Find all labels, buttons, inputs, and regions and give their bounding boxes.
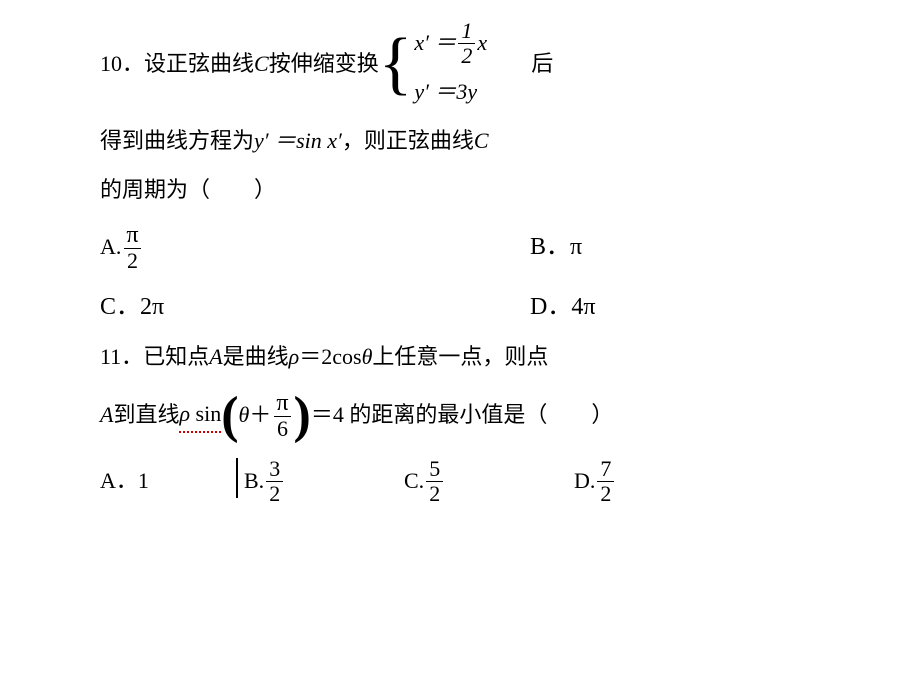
right-paren-icon: ) bbox=[294, 395, 311, 437]
q10-optA-den: 2 bbox=[124, 248, 141, 272]
left-paren-icon: ( bbox=[221, 395, 238, 437]
q11-paren-den: 6 bbox=[274, 416, 291, 440]
q10-options-row1: A. π 2 B．π bbox=[100, 223, 860, 272]
q11-optB-label: B. bbox=[244, 466, 264, 497]
q11-line2-sin: sin bbox=[196, 401, 222, 426]
q10-line1: 10． 设正弦曲线 C 按伸缩变换 { x′ ＝ 1 2 x y′ ＝3y 后 bbox=[100, 20, 860, 108]
q11-line2: A 到直线 ρ sin ( θ ＋ π 6 ) ＝4 的距离的最小值是（ ） bbox=[100, 391, 860, 440]
q11-number: 11． bbox=[100, 342, 143, 373]
q11-optD-num: 7 bbox=[597, 458, 614, 481]
q11-eq1: ＝2cos bbox=[299, 342, 361, 373]
q10-optD: D．4π bbox=[530, 284, 595, 330]
q10-optB: B．π bbox=[530, 223, 582, 272]
q10-optA-label: A. bbox=[100, 232, 121, 263]
q10-line3: 的周期为（ ） bbox=[100, 175, 860, 206]
q11-optC-num: 5 bbox=[426, 458, 443, 481]
q10-optA: A. π 2 bbox=[100, 223, 530, 272]
q11-optC: C. 5 2 bbox=[404, 458, 574, 505]
q11-optD-frac: 7 2 bbox=[597, 458, 614, 505]
q11-optB-frac: 3 2 bbox=[266, 458, 283, 505]
q11-optB-den: 2 bbox=[266, 481, 283, 505]
q10-brace: { x′ ＝ 1 2 x y′ ＝3y bbox=[379, 20, 487, 108]
q10-line2a: 得到曲线方程为 bbox=[100, 126, 254, 157]
q10-optA-num: π bbox=[123, 223, 141, 248]
q10-number: 10． bbox=[100, 49, 144, 80]
q10-text2: 按伸缩变换 bbox=[269, 49, 379, 80]
q11-text3: 上任意一点，则点 bbox=[372, 342, 548, 373]
q10-optB-text: B．π bbox=[530, 231, 582, 265]
q10-eq1-frac: 1 2 bbox=[458, 20, 475, 67]
q11-A: A bbox=[209, 342, 222, 373]
q10-eq1-lhs: x′ ＝ bbox=[414, 28, 456, 59]
q11-line2-eq4: ＝4 的距离的最小值是（ ） bbox=[311, 400, 614, 431]
q11-optB: B. 3 2 bbox=[244, 458, 404, 505]
q11-line2-rho: ρ bbox=[179, 401, 190, 426]
q10-optC: C．2π bbox=[100, 284, 530, 330]
q10-eq1-den: 2 bbox=[458, 43, 475, 67]
q11-optD-den: 2 bbox=[597, 481, 614, 505]
q11-rho: ρ bbox=[289, 342, 300, 373]
q11-paren-plus: ＋ bbox=[249, 400, 271, 431]
q11-optB-num: 3 bbox=[266, 458, 283, 481]
q10-optA-frac: π 2 bbox=[123, 223, 141, 272]
q11-optC-label: C. bbox=[404, 466, 424, 497]
q11-paren-num: π bbox=[273, 391, 291, 416]
q10-C: C bbox=[254, 49, 269, 80]
q10-line3-text: 的周期为（ ） bbox=[100, 175, 276, 206]
q10-eq1-num: 1 bbox=[458, 20, 475, 43]
q10-line2-C: C bbox=[474, 126, 489, 157]
q11-optD-label: D. bbox=[574, 466, 595, 497]
q11-line1: 11． 已知点 A 是曲线 ρ ＝2cos θ 上任意一点，则点 bbox=[100, 342, 860, 373]
q10-eq1-rhs: x bbox=[477, 28, 487, 59]
q11-options: A．1 B. 3 2 C. 5 2 D. 7 2 bbox=[100, 458, 860, 505]
q11-underline: ρ sin bbox=[179, 399, 221, 433]
q10-line2b: ，则正弦曲线 bbox=[342, 126, 474, 157]
left-brace-icon: { bbox=[379, 32, 413, 95]
q11-paren-frac: π 6 bbox=[273, 391, 291, 440]
q10-options-row2: C．2π D．4π bbox=[100, 284, 860, 330]
q10-text1: 设正弦曲线 bbox=[144, 49, 254, 80]
q11-text2: 是曲线 bbox=[223, 342, 289, 373]
q10-line2: 得到曲线方程为 y′ ＝sin x′ ，则正弦曲线 C bbox=[100, 126, 860, 157]
q11-theta: θ bbox=[362, 342, 373, 373]
q10-eq1: x′ ＝ 1 2 x bbox=[414, 20, 487, 67]
q10-line2-eq: y′ ＝sin x′ bbox=[254, 126, 342, 157]
q10-brace-body: x′ ＝ 1 2 x y′ ＝3y bbox=[414, 20, 487, 108]
q11-optC-den: 2 bbox=[426, 481, 443, 505]
q11-optA: A．1 bbox=[100, 458, 230, 505]
separator-icon bbox=[236, 458, 238, 498]
q11-text1: 已知点 bbox=[143, 342, 209, 373]
q10-text3: 后 bbox=[487, 49, 553, 80]
q11-line2-A: A bbox=[100, 400, 113, 431]
q11-optC-frac: 5 2 bbox=[426, 458, 443, 505]
exam-page: 10． 设正弦曲线 C 按伸缩变换 { x′ ＝ 1 2 x y′ ＝3y 后 … bbox=[0, 0, 920, 537]
q11-line2a: 到直线 bbox=[113, 400, 179, 431]
q10-eq2: y′ ＝3y bbox=[414, 77, 487, 108]
q11-optD: D. 7 2 bbox=[574, 458, 616, 505]
q11-paren-theta: θ bbox=[239, 400, 250, 431]
